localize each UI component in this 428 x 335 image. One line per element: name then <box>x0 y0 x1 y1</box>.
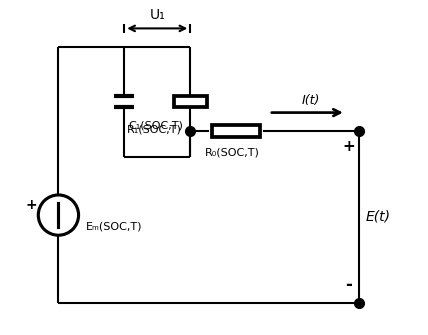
Bar <box>212 125 260 137</box>
Text: E(t): E(t) <box>366 210 391 224</box>
Text: I(t): I(t) <box>302 94 320 107</box>
Text: +: + <box>26 198 38 212</box>
Bar <box>174 96 207 108</box>
Text: +: + <box>342 139 355 154</box>
Text: U₁: U₁ <box>149 8 165 22</box>
Text: Eₘ(SOC,T): Eₘ(SOC,T) <box>86 221 143 231</box>
Text: R₁(SOC,T): R₁(SOC,T) <box>127 124 182 134</box>
Text: R₀(SOC,T): R₀(SOC,T) <box>205 147 260 157</box>
Text: -: - <box>345 276 352 294</box>
Text: C₁(SOC,T): C₁(SOC,T) <box>129 120 184 130</box>
